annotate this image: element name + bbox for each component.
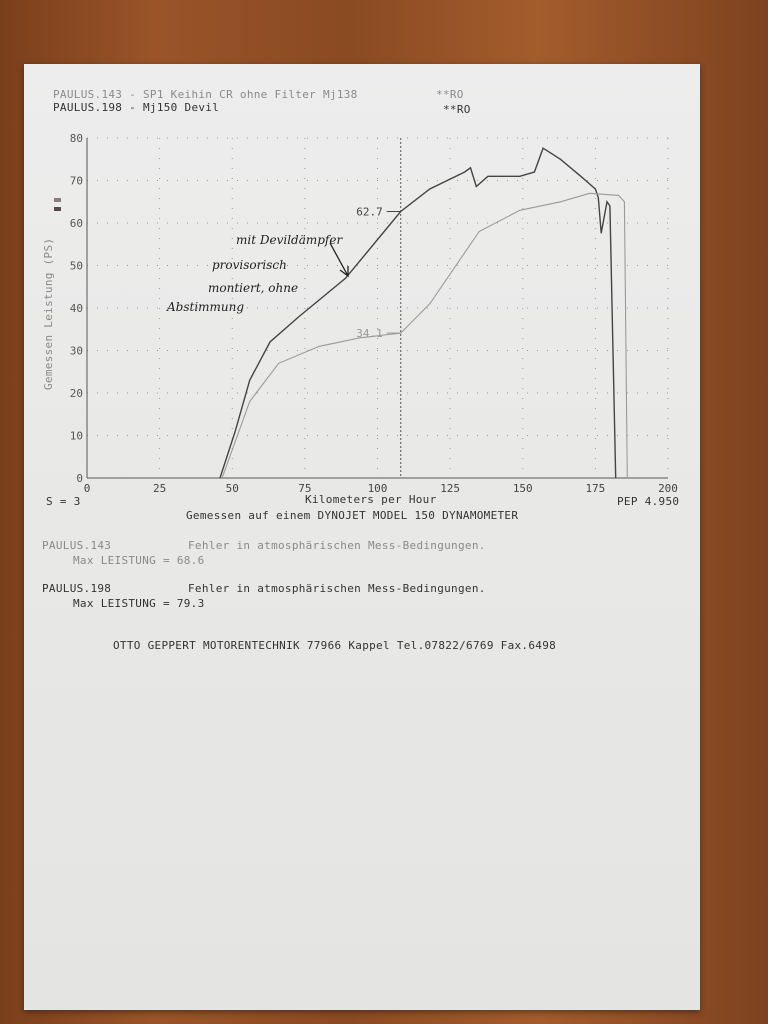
result-run: PAULUS.143 <box>42 539 112 552</box>
x-tick-label: 25 <box>153 482 166 495</box>
result-run: PAULUS.198 <box>42 582 112 595</box>
company-footer: OTTO GEPPERT MOTORENTECHNIK 77966 Kappel… <box>113 639 557 652</box>
y-axis-label: Gemessen Leistung (PS) <box>42 237 55 390</box>
series-line-paulus-198 <box>219 147 617 479</box>
y-tick-label: 30 <box>70 345 83 358</box>
y-tick-label: 40 <box>70 302 83 315</box>
result-max: Max LEISTUNG = 79.3 <box>73 597 205 610</box>
y-tick-label: 20 <box>70 387 83 400</box>
run1-tag: **RO <box>436 88 464 101</box>
series-line-paulus-143 <box>221 192 628 479</box>
handwritten-note: Abstimmung <box>167 300 245 314</box>
marker-value-label: 34.1 <box>356 327 383 340</box>
y-tick-label: 0 <box>76 472 83 485</box>
x-tick-label: 200 <box>658 482 678 495</box>
y-tick-label: 60 <box>70 217 83 230</box>
result-msg: Fehler in atmosphärischen Mess-Bedingung… <box>188 582 486 595</box>
legend-swatch <box>54 207 61 211</box>
run1-label: PAULUS.143 - SP1 Keihin CR ohne Filter M… <box>53 88 358 101</box>
x-axis-label: Kilometers per Hour <box>305 493 437 506</box>
x-tick-label: 50 <box>226 482 239 495</box>
result-max: Max LEISTUNG = 68.6 <box>73 554 205 567</box>
handwritten-note: mit Devildämpfer <box>236 233 343 247</box>
run2-label: PAULUS.198 - Mj150 Devil <box>53 101 220 114</box>
dyno-note: Gemessen auf einem DYNOJET MODEL 150 DYN… <box>186 509 519 522</box>
x-tick-label: 150 <box>513 482 533 495</box>
dyno-printout <box>24 64 700 1010</box>
legend-swatch <box>54 198 61 202</box>
smoothing-label: S = 3 <box>46 495 81 508</box>
handwritten-arrow <box>329 242 349 278</box>
y-tick-label: 10 <box>70 430 83 443</box>
result-msg: Fehler in atmosphärischen Mess-Bedingung… <box>188 539 486 552</box>
x-tick-label: 175 <box>585 482 605 495</box>
run2-tag: **RO <box>443 103 471 116</box>
pep-label: PEP 4.950 <box>617 495 680 508</box>
handwritten-note: montiert, ohne <box>208 281 299 295</box>
y-tick-label: 50 <box>70 260 83 273</box>
marker-value-label: 62.7 <box>356 206 383 219</box>
x-tick-label: 75 <box>298 482 311 495</box>
x-tick-label: 100 <box>368 482 388 495</box>
x-tick-label: 125 <box>440 482 460 495</box>
x-tick-label: 0 <box>84 482 91 495</box>
y-tick-label: 80 <box>70 132 83 145</box>
y-tick-label: 70 <box>70 175 83 188</box>
handwritten-note: provisorisch <box>212 258 287 272</box>
